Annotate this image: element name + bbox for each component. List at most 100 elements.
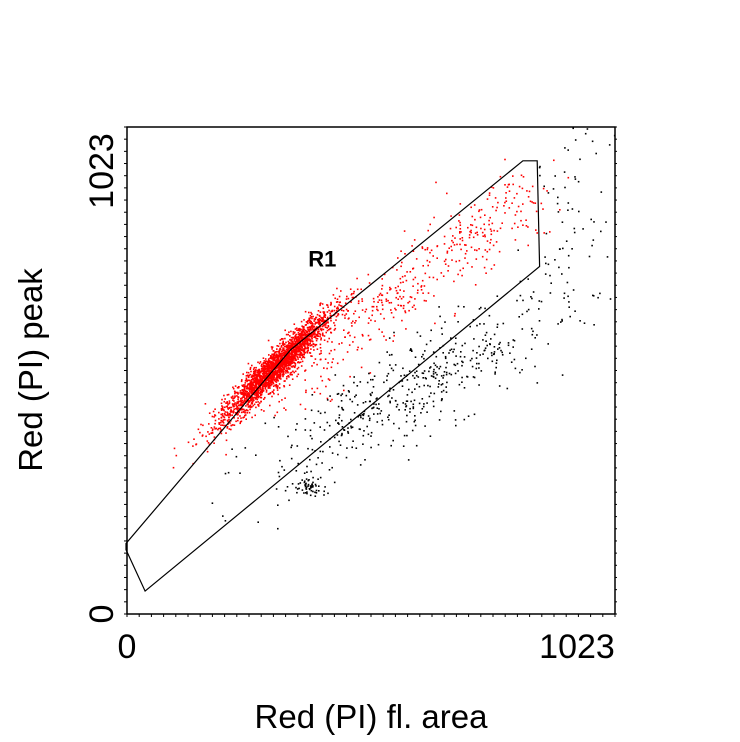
scatter-point: [192, 445, 194, 447]
scatter-point: [218, 422, 220, 424]
scatter-point: [264, 388, 267, 390]
scatter-point: [309, 314, 312, 317]
scatter-point: [225, 402, 227, 404]
scatter-point: [455, 424, 457, 427]
scatter-point: [348, 331, 350, 334]
scatter-point: [271, 376, 273, 378]
scatter-point: [469, 325, 471, 328]
scatter-point: [289, 347, 292, 350]
scatter-point: [319, 335, 321, 338]
scatter-point: [230, 428, 232, 431]
scatter-point: [304, 418, 307, 420]
scatter-point: [282, 360, 285, 363]
scatter-point: [404, 310, 406, 312]
scatter-point: [264, 365, 267, 368]
scatter-point: [249, 384, 251, 387]
scatter-point: [368, 419, 371, 422]
scatter-point: [247, 362, 250, 365]
scatter-point: [315, 337, 317, 340]
scatter-point: [286, 486, 289, 488]
scatter-point: [463, 356, 466, 358]
scatter-point: [211, 429, 214, 432]
scatter-point: [208, 433, 211, 435]
scatter-point: [397, 304, 400, 306]
scatter-point: [562, 247, 564, 250]
scatter-point: [312, 328, 314, 330]
scatter-point: [292, 365, 294, 367]
scatter-point: [599, 292, 601, 295]
scatter-point: [306, 320, 309, 323]
scatter-point: [429, 385, 431, 388]
scatter-point: [295, 347, 297, 350]
scatter-point: [273, 359, 275, 361]
scatter-point: [219, 427, 222, 429]
scatter-point: [270, 378, 272, 380]
scatter-point: [324, 323, 326, 326]
scatter-point: [314, 318, 316, 320]
scatter-point: [301, 489, 304, 491]
scatter-point: [560, 321, 562, 323]
scatter-point: [567, 295, 569, 298]
scatter-point: [351, 296, 354, 299]
scatter-point: [260, 409, 263, 411]
scatter-point: [438, 367, 440, 370]
scatter-point: [260, 370, 263, 372]
scatter-point: [241, 404, 243, 407]
scatter-point: [307, 342, 309, 344]
scatter-point: [412, 403, 415, 406]
scatter-point: [271, 348, 273, 350]
scatter-point: [475, 258, 478, 260]
scatter-point: [577, 180, 580, 183]
scatter-point: [243, 408, 245, 411]
scatter-point: [514, 367, 517, 370]
scatter-point: [303, 326, 305, 329]
scatter-point: [525, 357, 527, 360]
scatter-point: [403, 230, 406, 232]
scatter-point: [285, 348, 288, 350]
scatter-point: [214, 414, 217, 417]
scatter-point: [324, 486, 326, 488]
scatter-point: [295, 338, 298, 341]
scatter-point: [377, 309, 379, 312]
scatter-point: [413, 304, 415, 307]
scatter-point: [252, 389, 255, 392]
scatter-point: [283, 385, 286, 388]
scatter-point: [471, 365, 474, 368]
scatter-point: [412, 250, 415, 252]
scatter-point: [493, 333, 496, 336]
scatter-point: [292, 370, 294, 373]
scatter-point: [484, 249, 487, 251]
scatter-point: [459, 269, 462, 272]
scatter-point: [318, 332, 321, 335]
scatter-point: [478, 248, 480, 250]
scatter-point: [410, 296, 413, 299]
scatter-point: [313, 391, 316, 393]
scatter-point: [513, 358, 516, 361]
scatter-point: [268, 359, 270, 361]
scatter-point: [263, 360, 266, 362]
scatter-point: [360, 288, 362, 291]
scatter-point: [272, 361, 275, 364]
scatter-point: [237, 408, 239, 411]
scatter-point: [272, 354, 274, 356]
scatter-point: [221, 413, 224, 415]
scatter-point: [465, 244, 467, 246]
scatter-point: [275, 353, 278, 355]
scatter-point: [255, 454, 257, 456]
scatter-point: [305, 486, 308, 488]
scatter-point: [239, 390, 242, 392]
scatter-point: [286, 357, 288, 360]
scatter-point: [452, 241, 454, 244]
scatter-point: [471, 357, 473, 360]
scatter-point: [299, 344, 302, 347]
scatter-point: [568, 266, 570, 269]
scatter-point: [376, 413, 379, 415]
scatter-point: [309, 326, 311, 329]
scatter-point: [482, 353, 484, 355]
scatter-point: [297, 348, 299, 350]
scatter-point: [311, 334, 313, 337]
scatter-point: [246, 395, 249, 398]
scatter-point: [276, 387, 279, 389]
scatter-point: [252, 387, 254, 390]
scatter-point: [416, 331, 419, 334]
